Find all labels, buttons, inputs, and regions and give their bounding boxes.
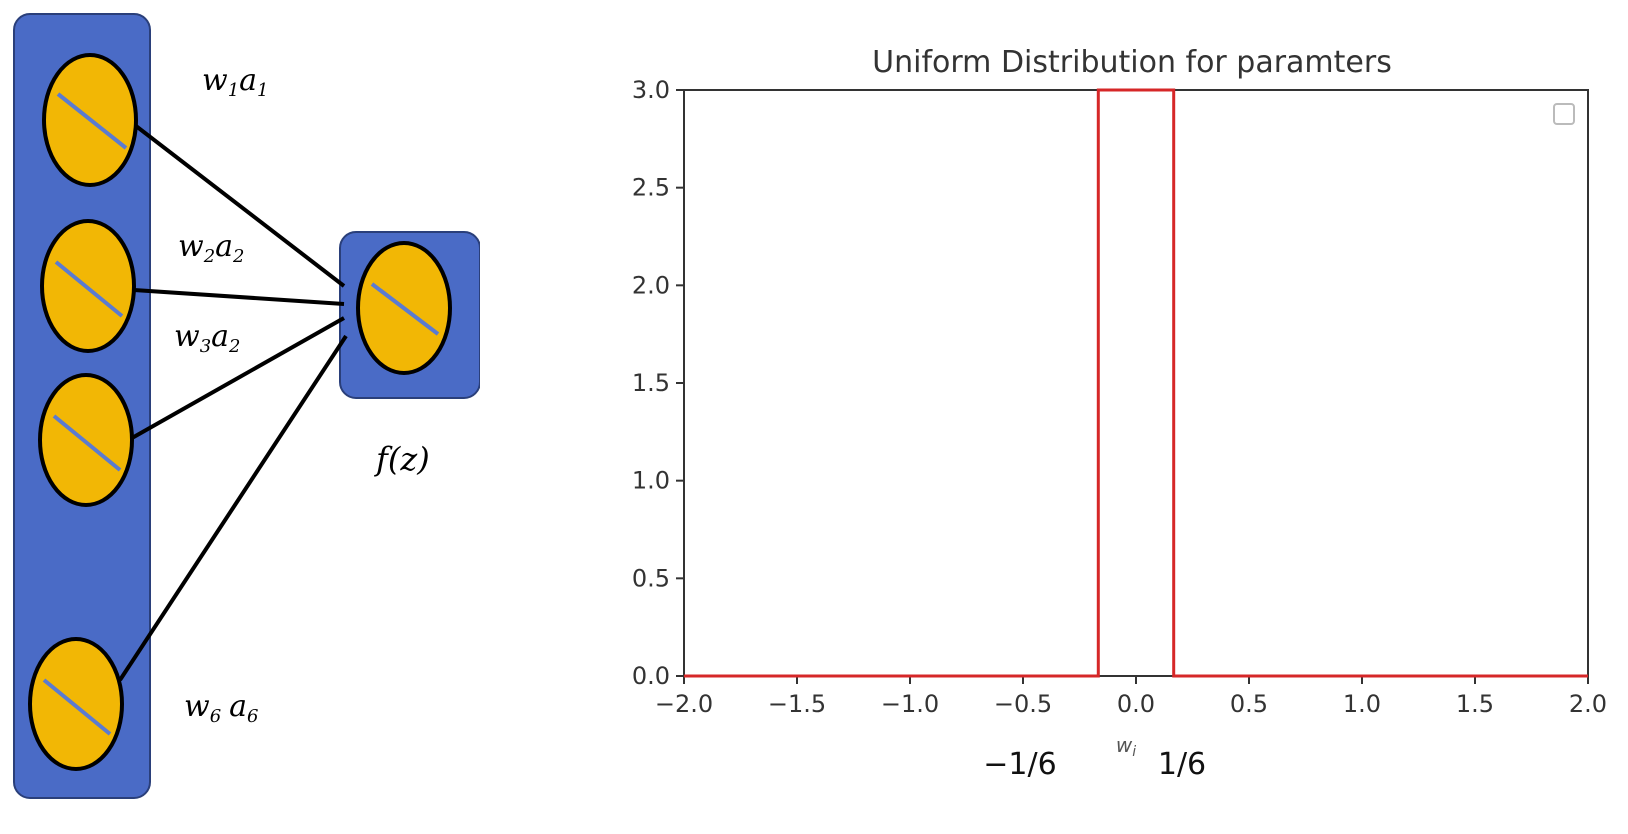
- x-tick-label: 1.0: [1343, 690, 1381, 718]
- x-tick-label: 2.0: [1569, 690, 1607, 718]
- y-tick-label: 0.0: [632, 662, 670, 690]
- label-w1a1: w1a1: [202, 63, 268, 101]
- y-axis: 0.0 0.5 1.0 1.5 2.0 2.5 3.0: [632, 76, 684, 690]
- label-w2a2: w2a2: [178, 229, 244, 267]
- x-axis: −2.0 −1.5 −1.0 −0.5 0.0 0.5 1.0 1.5 2.0: [655, 676, 1607, 718]
- y-tick-label: 1.5: [632, 369, 670, 397]
- edge-6: [118, 334, 348, 682]
- x-tick-label: −1.5: [768, 690, 826, 718]
- series-group: [684, 88, 1588, 678]
- input-neuron-1: [42, 53, 138, 187]
- x-tick-label: 0.0: [1117, 690, 1155, 718]
- edge-1: [134, 124, 346, 288]
- label-fz: f(z): [374, 440, 430, 478]
- x-tick-label: −1.0: [881, 690, 939, 718]
- label-w6a6: w6 a6: [184, 689, 258, 727]
- edge-2: [133, 288, 345, 306]
- series-line-0: [684, 88, 1588, 678]
- y-tick-label: 1.0: [632, 467, 670, 495]
- chart-title: Uniform Distribution for paramters: [872, 45, 1392, 80]
- input-neuron-3: [38, 373, 134, 507]
- output-neuron: [356, 241, 452, 375]
- label-w3a2: w3a2: [174, 319, 240, 357]
- edge-3: [131, 316, 345, 440]
- input-neuron-2: [40, 219, 136, 353]
- legend-box: [1553, 103, 1575, 125]
- y-tick-label: 0.5: [632, 564, 670, 592]
- annotation-neg-sixth: −1/6: [983, 747, 1056, 782]
- plot-frame: [683, 89, 1589, 677]
- y-tick-label: 3.0: [632, 76, 670, 104]
- y-tick-label: 2.5: [632, 174, 670, 202]
- x-tick-label: 1.5: [1456, 690, 1494, 718]
- input-neuron-6: [28, 637, 124, 771]
- x-tick-label: 0.5: [1230, 690, 1268, 718]
- x-axis-label: wi: [1116, 733, 1136, 760]
- x-tick-label: −0.5: [994, 690, 1052, 718]
- annotation-pos-sixth: 1/6: [1158, 747, 1206, 782]
- x-tick-label: −2.0: [655, 690, 713, 718]
- y-tick-label: 2.0: [632, 271, 670, 299]
- neural-network-diagram: w1a1 w2a2 w3a2 w6 a6 f(z): [13, 13, 480, 799]
